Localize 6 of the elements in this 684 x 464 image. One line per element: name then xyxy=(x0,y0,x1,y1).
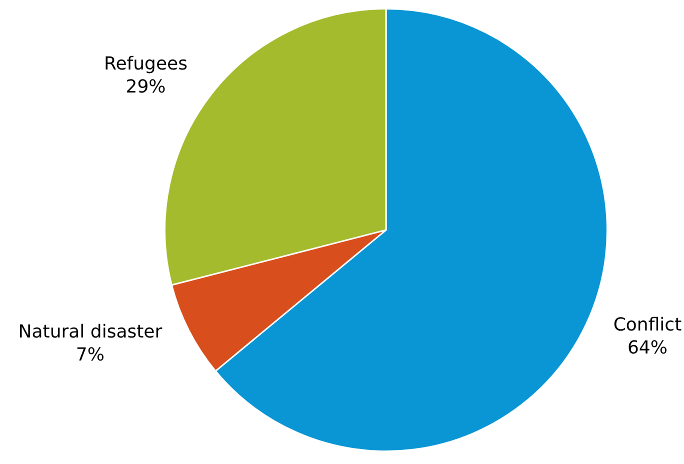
slice-label: Natural disaster xyxy=(18,322,163,343)
data-label: 7% xyxy=(76,344,104,366)
data-label: 29% xyxy=(126,76,166,98)
slice-label: Refugees xyxy=(104,54,188,75)
slice-label: Conflict xyxy=(613,314,682,336)
data-label: 64% xyxy=(627,338,668,359)
